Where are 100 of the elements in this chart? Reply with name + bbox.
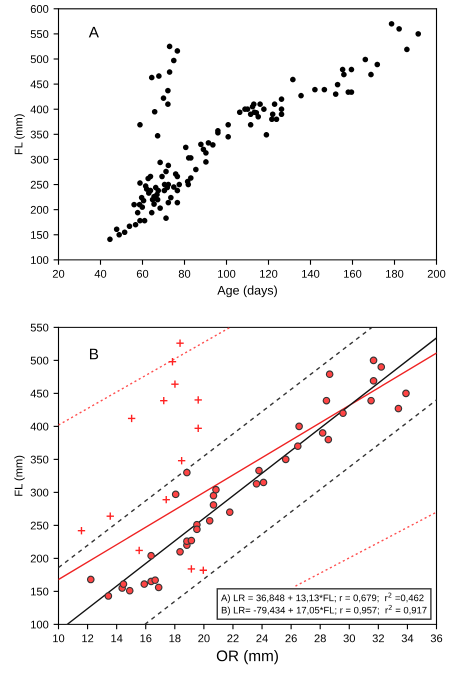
point — [106, 512, 115, 521]
point — [370, 377, 378, 385]
y-tick-label: 600 — [30, 5, 48, 13]
point — [295, 422, 303, 430]
x-tick-label: 100 — [218, 270, 236, 278]
y-tick-label: 400 — [30, 422, 48, 431]
point — [194, 396, 203, 404]
y-tick-label: 300 — [30, 488, 48, 497]
point — [177, 456, 186, 466]
point — [255, 466, 263, 474]
point — [252, 480, 260, 488]
annotation: B — [90, 348, 98, 360]
point — [134, 546, 144, 555]
point — [127, 414, 136, 423]
y-tick-label: 450 — [30, 390, 48, 398]
y-tick-label: 500 — [30, 356, 48, 365]
point — [367, 396, 375, 404]
x-tick-label: 180 — [386, 270, 404, 278]
point — [194, 424, 203, 433]
x-tick-label: 30 — [344, 634, 356, 642]
point — [318, 429, 326, 437]
point — [324, 436, 332, 444]
x-axis-title: OR (mm) — [216, 650, 278, 664]
x-tick-label: 140 — [302, 270, 320, 278]
y-tick-label: 200 — [30, 554, 48, 563]
y-tick-label: 200 — [30, 206, 48, 214]
point — [86, 576, 95, 584]
x-tick-label: 32 — [372, 634, 384, 642]
point — [168, 357, 177, 366]
x-tick-label: 20 — [198, 634, 210, 642]
point — [126, 586, 134, 595]
point — [370, 356, 378, 364]
point — [188, 536, 196, 544]
y-tick-label: 550 — [30, 30, 48, 38]
point — [282, 456, 290, 464]
x-tick-label: 36 — [430, 634, 442, 642]
point — [147, 552, 155, 560]
annotation: A — [88, 26, 99, 38]
point — [151, 576, 159, 584]
x-tick-label: 28 — [314, 634, 326, 642]
point — [260, 478, 268, 486]
y-tick-label: 500 — [30, 55, 48, 64]
y-tick-label: 400 — [30, 105, 48, 114]
point — [294, 442, 302, 450]
y-axis-title: FL (mm) — [14, 114, 25, 154]
x-tick-label: 12 — [82, 634, 94, 642]
x-tick-label: 60 — [136, 270, 148, 278]
point — [159, 396, 168, 406]
x-tick-label: 40 — [94, 270, 106, 278]
point — [170, 380, 180, 389]
y-tick-label: 100 — [31, 256, 48, 264]
point — [206, 516, 214, 525]
x-tick-label: 200 — [428, 270, 446, 278]
point — [212, 486, 220, 494]
x-tick-label: 80 — [178, 270, 190, 278]
x-tick-label: 120 — [260, 270, 278, 278]
point — [154, 584, 162, 592]
point — [394, 404, 402, 412]
point — [198, 566, 208, 575]
point — [339, 409, 347, 417]
y-tick-label: 250 — [30, 180, 48, 189]
x-tick-label: 20 — [52, 270, 64, 278]
x-tick-label: 160 — [344, 270, 362, 278]
x-tick-label: 18 — [169, 634, 181, 642]
x-tick-label: 26 — [285, 634, 297, 642]
point — [210, 492, 218, 500]
y-tick-label: 300 — [30, 156, 48, 164]
point — [322, 396, 330, 404]
y-tick-label: 350 — [30, 130, 48, 138]
x-tick-label: 24 — [256, 634, 268, 642]
point — [104, 592, 112, 600]
y-tick-label: 100 — [31, 620, 48, 629]
point — [140, 580, 148, 588]
y-tick-label: 550 — [30, 324, 48, 332]
point — [120, 580, 128, 588]
x-tick-label: 22 — [227, 634, 239, 642]
x-axis-title: Age (days) — [217, 286, 277, 298]
point — [183, 468, 191, 476]
annotation: B) LR= -79,434 + 17,05*FL; r = 0,957; r$^{2}$ = 0,917 — [222, 604, 427, 616]
x-tick-label: 10 — [53, 634, 64, 642]
y-tick-label: 350 — [30, 456, 48, 464]
y-axis-title: FL (mm) — [14, 456, 25, 496]
annotation: A) LR = 36,848 + 13,13*FL; r = 0,679; r$^{2}$ =0,462 — [221, 592, 424, 604]
x-tick-label: 16 — [140, 634, 152, 642]
y-tick-label: 450 — [30, 80, 48, 88]
y-tick-label: 250 — [30, 522, 48, 530]
y-tick-label: 150 — [31, 231, 48, 239]
point — [226, 508, 234, 516]
x-tick-label: 14 — [111, 634, 123, 642]
point — [187, 564, 196, 574]
point — [402, 390, 410, 398]
point — [377, 363, 386, 371]
point — [326, 370, 334, 378]
point — [176, 338, 184, 348]
point — [172, 490, 180, 498]
point — [176, 548, 184, 556]
x-tick-label: 34 — [402, 634, 414, 642]
y-tick-label: 150 — [31, 588, 48, 596]
point — [210, 501, 218, 509]
point — [162, 495, 171, 504]
